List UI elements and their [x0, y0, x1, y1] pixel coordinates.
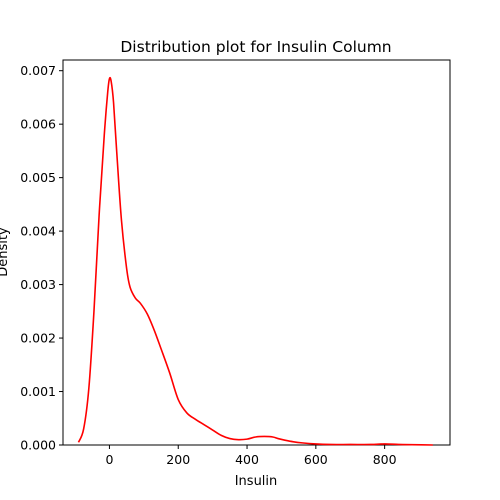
y-tick-label: 0.002 — [20, 331, 56, 346]
x-axis: 0 200 400 600 800 — [105, 445, 397, 467]
y-tick-label: 0.000 — [20, 438, 56, 453]
y-tick-label: 0.003 — [20, 277, 56, 292]
y-tick-label: 0.001 — [20, 384, 56, 399]
y-axis: 0.000 0.001 0.002 0.003 0.004 0.005 0.006 0.007 — [20, 63, 63, 453]
density-curve-line — [77, 76, 433, 446]
plot-area — [62, 59, 451, 446]
x-tick-label: 200 — [166, 452, 190, 467]
y-axis-label: Density — [0, 227, 11, 277]
x-tick-label: 0 — [105, 452, 113, 467]
y-tick-label: 0.004 — [20, 224, 56, 239]
y-tick-label: 0.007 — [20, 63, 56, 78]
x-tick-label: 800 — [373, 452, 397, 467]
x-tick-label: 400 — [235, 452, 259, 467]
y-tick-label: 0.005 — [20, 170, 56, 185]
y-tick-label: 0.006 — [20, 117, 56, 132]
chart-title: Distribution plot for Insulin Column — [120, 38, 391, 56]
x-axis-label: Insulin — [235, 474, 278, 489]
plot-frame — [62, 59, 451, 446]
x-tick-label: 600 — [304, 452, 328, 467]
